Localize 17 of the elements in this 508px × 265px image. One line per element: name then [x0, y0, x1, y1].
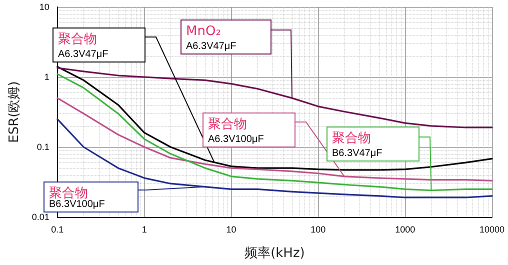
x-tick-label: 10: [226, 224, 236, 234]
series-label: 聚合物 A6.3V47μF: [58, 32, 108, 60]
y-tick-label: 10: [39, 2, 50, 12]
x-tick-label: 1: [142, 224, 147, 234]
y-tick-label: 0.1: [36, 142, 50, 152]
x-tick-label: 100: [310, 224, 326, 234]
series-label: 聚合物 A6.3V100μF: [208, 117, 264, 145]
x-tick-label: 1000: [395, 224, 416, 234]
x-axis-title: 频率(kHz): [244, 245, 305, 261]
y-tick-label: 1: [44, 72, 50, 82]
y-axis-title: ESR(欧姆): [7, 81, 22, 143]
x-tick-label: 0.1: [51, 224, 64, 234]
text: MnO₂ A6.3V47μF: [186, 24, 236, 52]
series-label: 聚合物 B6.3V100μF: [49, 186, 105, 210]
series-label: 聚合物 B6.3V47μF: [332, 131, 382, 159]
y-tick-label: 0.01: [32, 212, 50, 222]
x-tick-label: 10000: [479, 224, 505, 234]
